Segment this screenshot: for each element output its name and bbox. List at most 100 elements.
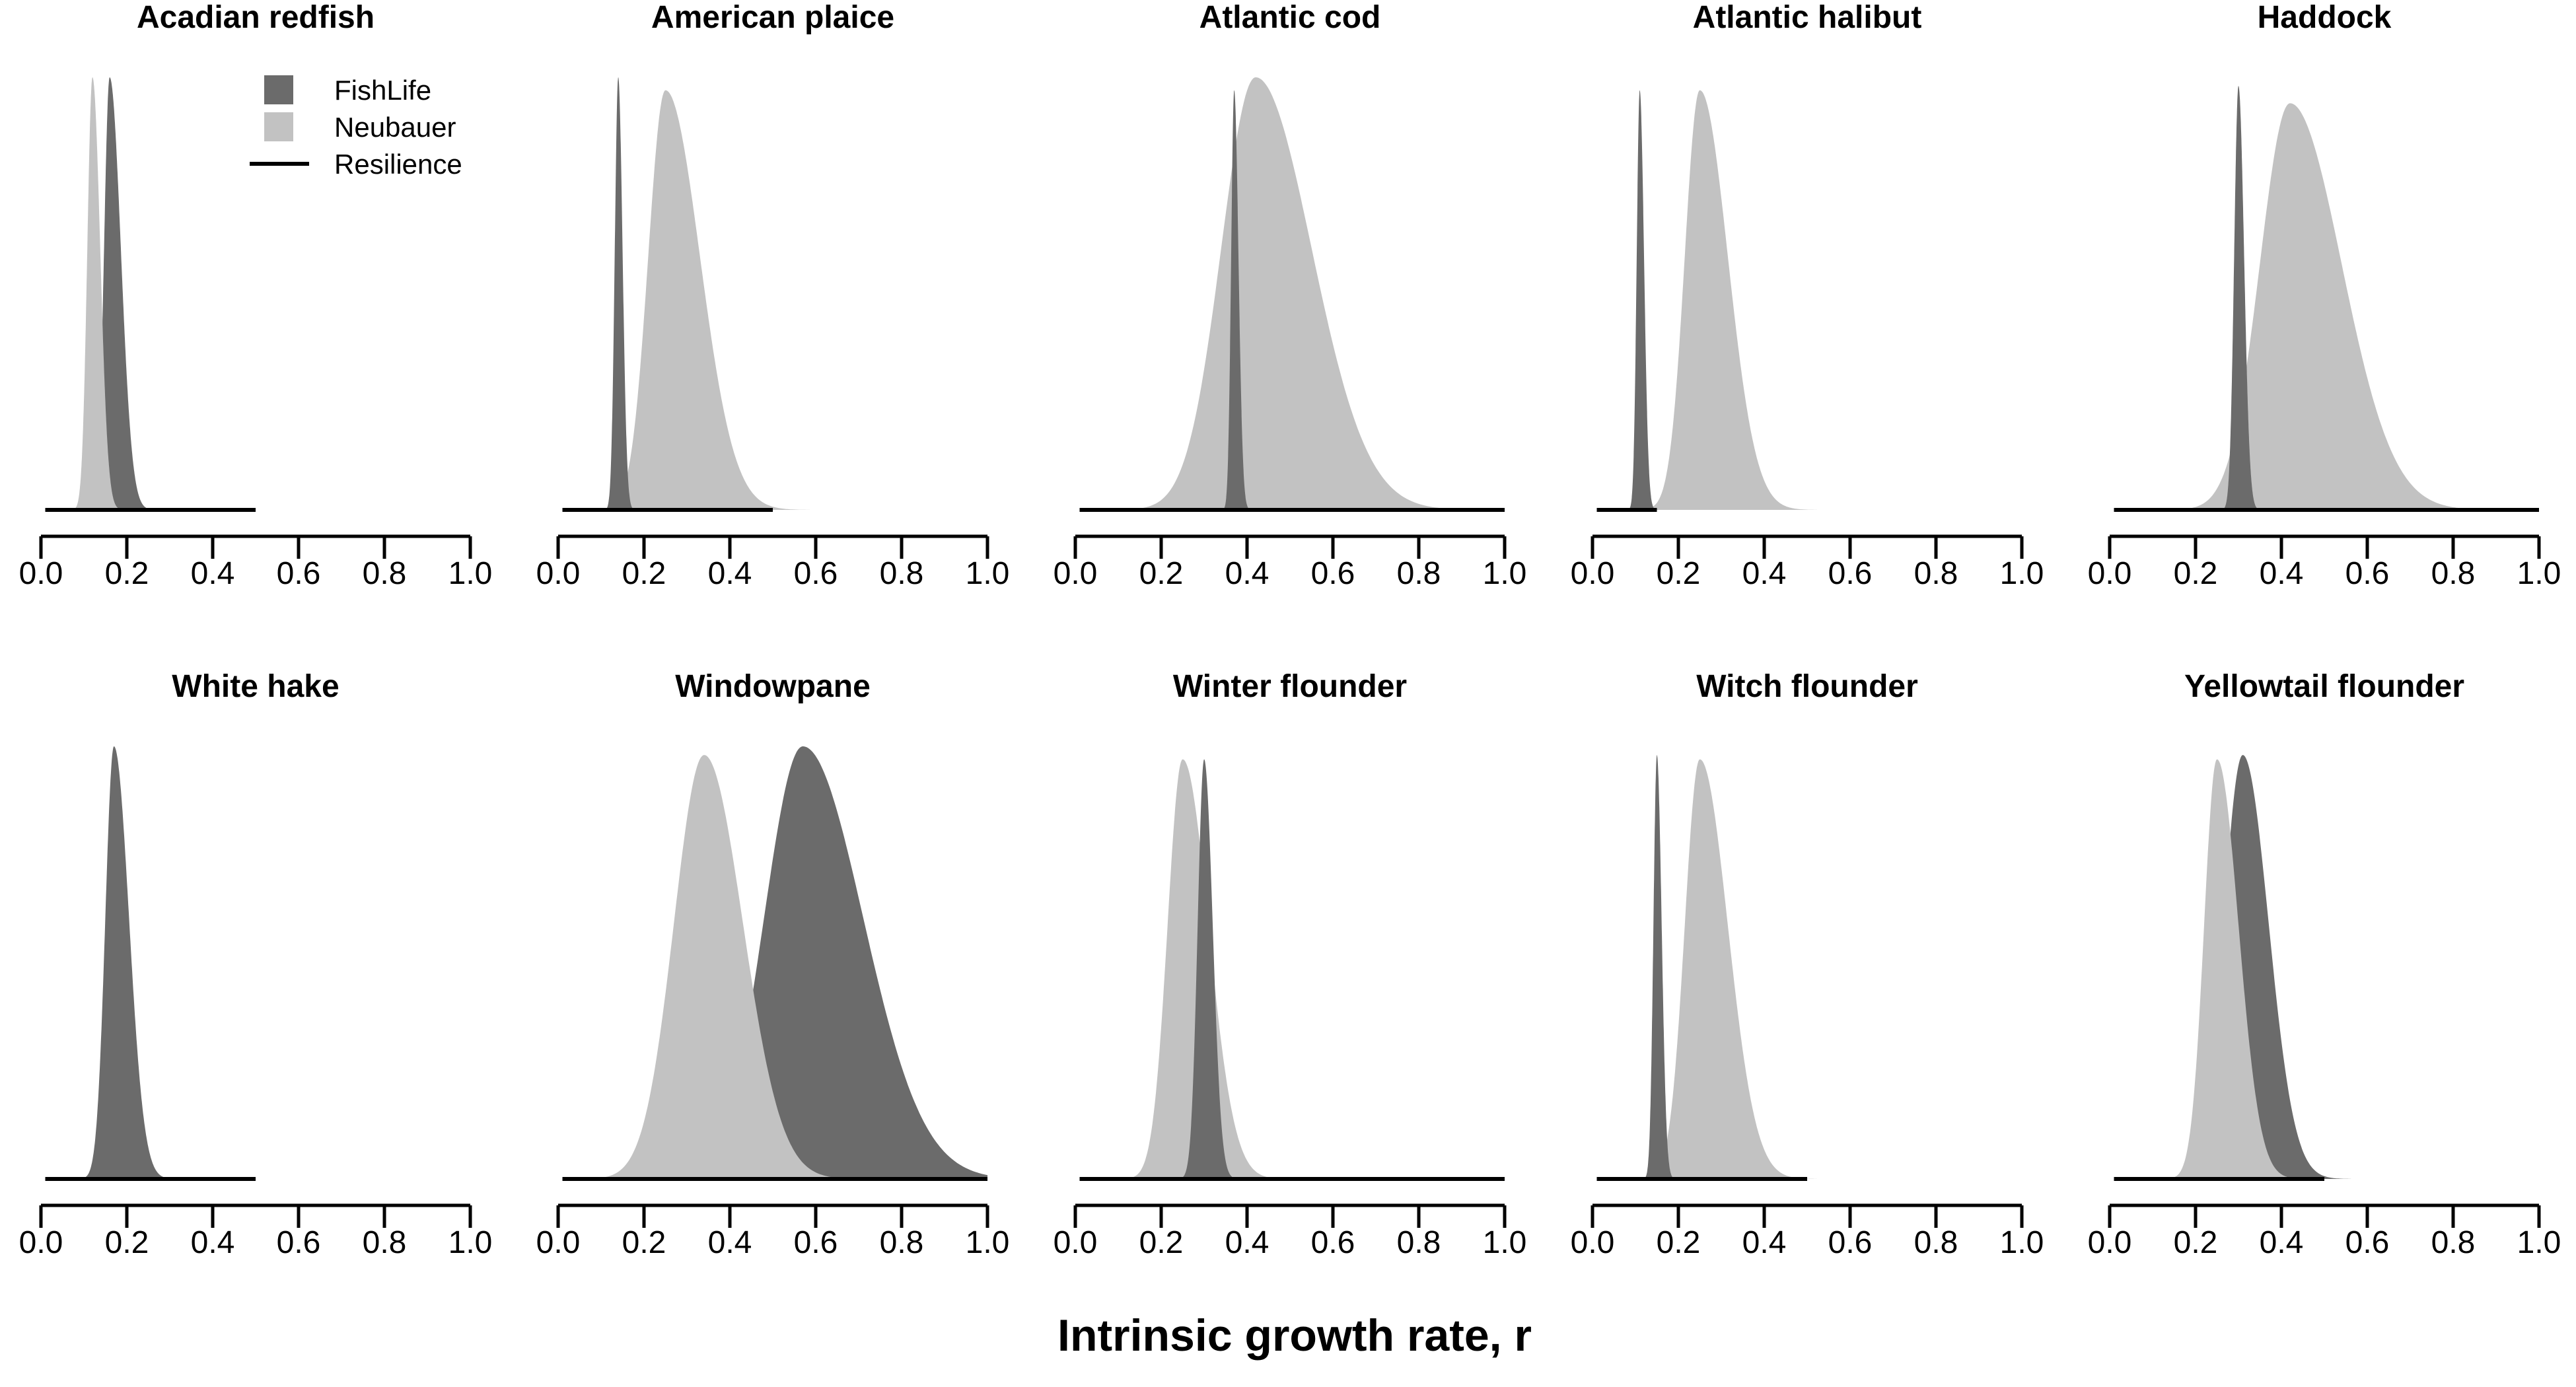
x-tick-label: 0.4 [191, 556, 235, 591]
legend-label: Resilience [334, 149, 462, 180]
x-tick-label: 0.8 [1914, 1225, 1958, 1260]
x-tick-label: 1.0 [448, 1225, 493, 1260]
panel-american-plaice: American plaice 0.0 0.2 0.4 0.6 0.8 1.0 [536, 0, 1010, 591]
x-tick-label: 0.6 [1311, 556, 1355, 591]
x-tick-label: 0.2 [1657, 1225, 1701, 1260]
x-tick-label: 0.0 [1054, 1225, 1098, 1260]
x-tick-label: 1.0 [2517, 556, 2561, 591]
fishlife-density [1177, 759, 1240, 1179]
x-tick-label: 0.6 [794, 1225, 838, 1260]
x-tick-label: 0.2 [622, 1225, 666, 1260]
x-tick-label: 0.6 [277, 556, 321, 591]
x-tick-label: 0.2 [2174, 1225, 2218, 1260]
panel-atlantic-cod: Atlantic cod 0.0 0.2 0.4 0.6 0.8 1.0 [1054, 0, 1527, 591]
x-tick-label: 0.6 [1828, 556, 1873, 591]
x-tick-label: 0.8 [363, 1225, 407, 1260]
legend-label: FishLife [334, 75, 431, 106]
panel-yellowtail-flounder: Yellowtail flounder 0.0 0.2 0.4 0.6 0.8 1.0 [2088, 669, 2561, 1260]
x-tick-label: 0.6 [794, 556, 838, 591]
panel-acadian-redfish: Acadian redfish 0.0 0.2 0.4 0.6 0.8 1.0 [19, 0, 493, 591]
x-tick-label: 0.0 [2088, 556, 2132, 591]
legend-swatch-fishlife [264, 75, 293, 104]
panel-grid: Acadian redfish 0.0 0.2 0.4 0.6 0.8 1.0 America… [19, 0, 2561, 1260]
x-tick-label: 1.0 [1483, 1225, 1527, 1260]
fishlife-density [2220, 86, 2262, 510]
x-tick-label: 1.0 [2517, 1225, 2561, 1260]
x-tick-label: 0.8 [1397, 556, 1441, 591]
panel-title: Atlantic halibut [1693, 0, 1922, 35]
panel-haddock: Haddock 0.0 0.2 0.4 0.6 0.8 1.0 [2088, 0, 2561, 591]
x-tick-label: 0.4 [1225, 1225, 1270, 1260]
x-tick-label: 0.8 [2431, 556, 2476, 591]
x-tick-label: 0.6 [277, 1225, 321, 1260]
x-tick-label: 0.0 [536, 1225, 581, 1260]
panel-title: Atlantic cod [1199, 0, 1381, 35]
x-tick-label: 0.4 [2260, 1225, 2304, 1260]
x-tick-label: 1.0 [448, 556, 493, 591]
neubauer-density [593, 90, 810, 511]
fishlife-density [604, 77, 637, 510]
x-tick-label: 0.2 [1657, 556, 1701, 591]
x-tick-label: 0.8 [2431, 1225, 2476, 1260]
x-tick-label: 0.2 [1139, 556, 1184, 591]
x-tick-label: 0.0 [536, 556, 581, 591]
panel-title: American plaice [651, 0, 894, 35]
x-tick-label: 0.4 [191, 1225, 235, 1260]
neubauer-density [1636, 90, 1817, 511]
panel-title: Haddock [2258, 0, 2392, 35]
legend-swatch-neubauer [264, 112, 293, 141]
x-tick-label: 0.0 [2088, 1225, 2132, 1260]
panel-atlantic-halibut: Atlantic halibut 0.0 0.2 0.4 0.6 0.8 1.0 [1571, 0, 2044, 591]
x-tick-label: 0.2 [1139, 1225, 1184, 1260]
x-tick-label: 0.0 [1571, 556, 1615, 591]
x-tick-label: 0.8 [880, 556, 924, 591]
panel-title: Winter flounder [1173, 669, 1407, 704]
neubauer-density [577, 755, 867, 1179]
x-tick-label: 0.2 [622, 556, 666, 591]
x-tick-label: 0.6 [2345, 556, 2390, 591]
panel-title: Yellowtail flounder [2184, 669, 2464, 704]
panel-winter-flounder: Winter flounder 0.0 0.2 0.4 0.6 0.8 1.0 [1054, 669, 1527, 1260]
x-tick-label: 0.2 [105, 556, 149, 591]
x-tick-label: 1.0 [966, 1225, 1010, 1260]
x-tick-label: 0.2 [105, 1225, 149, 1260]
x-tick-label: 1.0 [1483, 556, 1527, 591]
x-tick-label: 0.0 [1054, 556, 1098, 591]
legend: FishLife Neubauer Resilience [250, 75, 462, 180]
x-tick-label: 0.6 [1311, 1225, 1355, 1260]
x-tick-label: 0.0 [19, 1225, 63, 1260]
x-tick-label: 0.0 [1571, 1225, 1615, 1260]
x-tick-label: 0.4 [1225, 556, 1270, 591]
panel-windowpane: Windowpane 0.0 0.2 0.4 0.6 0.8 1.0 [536, 669, 1010, 1260]
x-tick-label: 0.4 [2260, 556, 2304, 591]
neubauer-density [1111, 77, 1490, 511]
x-tick-label: 0.4 [1742, 556, 1787, 591]
x-tick-label: 0.8 [1397, 1225, 1441, 1260]
x-tick-label: 1.0 [2000, 556, 2044, 591]
neubauer-density [1636, 759, 1817, 1179]
x-tick-label: 0.4 [1742, 1225, 1787, 1260]
x-tick-label: 1.0 [2000, 1225, 2044, 1260]
neubauer-density [71, 77, 125, 510]
x-axis-label: Intrinsic growth rate, r [1057, 1310, 1532, 1361]
panel-title: White hake [172, 669, 339, 704]
neubauer-density [2163, 103, 2507, 510]
fishlife-density [640, 746, 987, 1179]
panel-white-hake: White hake 0.0 0.2 0.4 0.6 0.8 1.0 [19, 669, 493, 1260]
x-tick-label: 0.6 [2345, 1225, 2390, 1260]
panel-title: Witch flounder [1696, 669, 1918, 704]
x-tick-label: 0.8 [363, 556, 407, 591]
legend-label: Neubauer [334, 112, 456, 143]
panel-title: Acadian redfish [137, 0, 375, 35]
fishlife-density [1627, 90, 1658, 510]
x-tick-label: 0.2 [2174, 556, 2218, 591]
fishlife-density [2161, 755, 2351, 1179]
x-tick-label: 0.8 [880, 1225, 924, 1260]
x-tick-label: 0.4 [708, 1225, 752, 1260]
panel-title: Windowpane [675, 669, 871, 704]
fishlife-density [1221, 90, 1252, 510]
x-tick-label: 0.8 [1914, 556, 1958, 591]
x-tick-label: 0.0 [19, 556, 63, 591]
neubauer-density [2163, 759, 2307, 1179]
